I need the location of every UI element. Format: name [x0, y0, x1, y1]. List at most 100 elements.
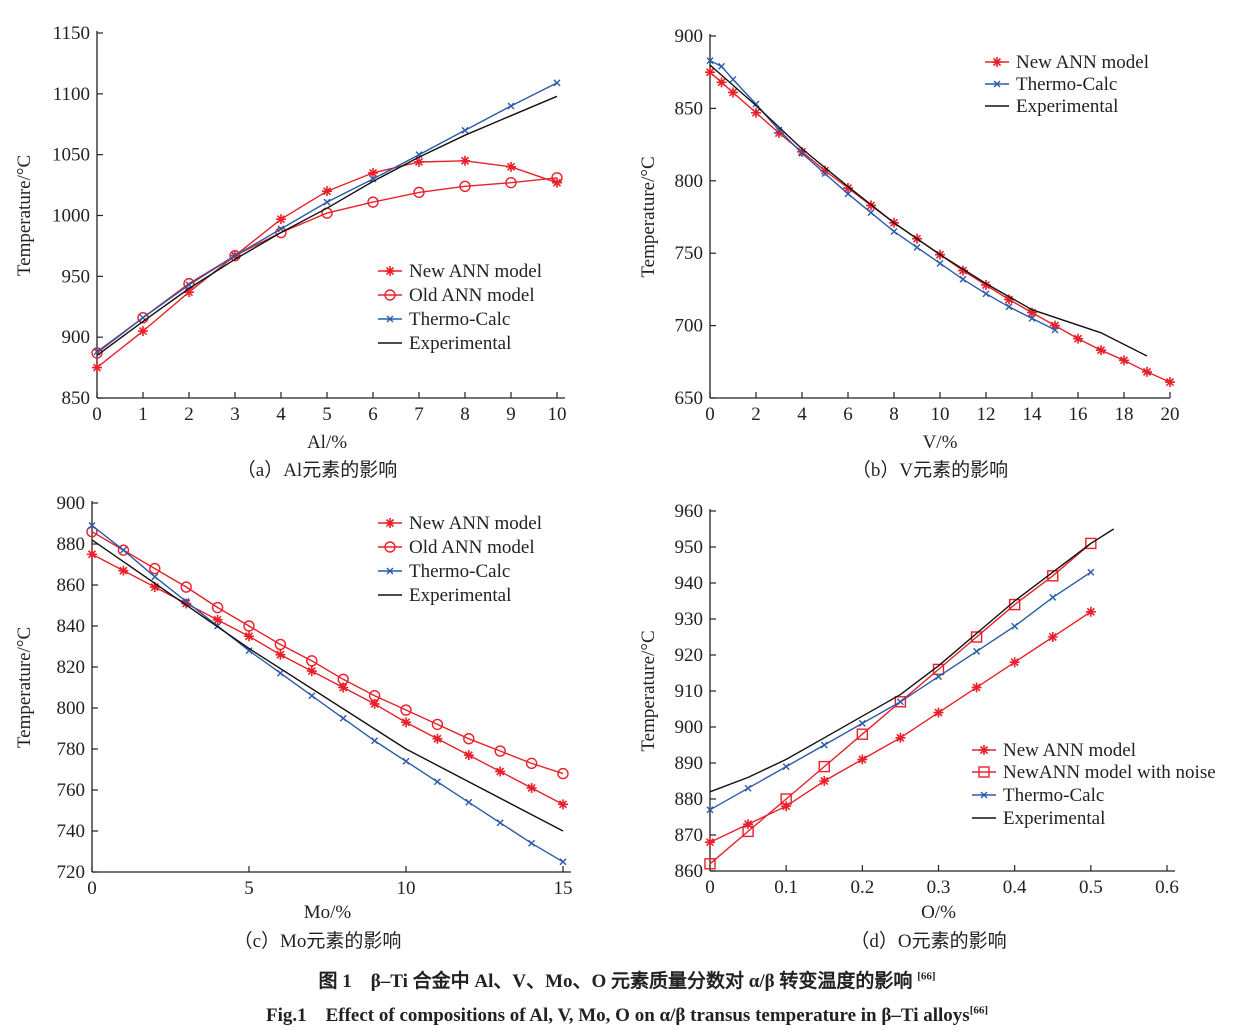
series-thermo-calc: [706, 57, 1059, 334]
series-line: [96, 95, 558, 356]
data-point: [1049, 593, 1057, 601]
data-point: [400, 704, 412, 716]
legend-marker: [979, 745, 989, 755]
data-point: [369, 698, 380, 709]
y-tick-label: 800: [57, 698, 86, 719]
legend-label: Thermo-Calc: [409, 309, 510, 330]
data-point: [138, 326, 148, 337]
y-tick-label: 880: [57, 534, 86, 555]
data-point: [706, 57, 714, 65]
data-point: [913, 243, 921, 251]
data-point: [118, 565, 129, 576]
series-experimental: [96, 95, 558, 356]
y-axis-label: Temperature/°C: [638, 630, 659, 751]
data-point: [92, 362, 102, 373]
y-tick-label: 900: [675, 717, 704, 738]
y-tick-label: 740: [57, 821, 86, 842]
series-line: [709, 64, 1148, 357]
data-point: [1142, 366, 1152, 377]
data-point: [180, 581, 192, 593]
legend-label: New ANN model: [1016, 52, 1149, 73]
data-point: [774, 128, 784, 139]
data-point: [728, 87, 738, 98]
data-point: [890, 227, 898, 235]
data-point: [494, 745, 506, 757]
data-point: [431, 718, 444, 731]
y-tick-label: 720: [57, 862, 86, 883]
data-point: [528, 839, 536, 847]
y-tick-label: 900: [62, 327, 91, 348]
data-point: [119, 546, 127, 554]
y-tick-label: 840: [57, 616, 86, 637]
y-tick-label: 930: [675, 609, 704, 630]
data-point: [338, 682, 349, 693]
data-point: [1165, 377, 1175, 388]
legend-marker: [993, 80, 1001, 88]
x-tick-label: 20: [1161, 404, 1180, 425]
y-tick-label: 1150: [53, 23, 90, 44]
data-point: [971, 682, 982, 693]
data-point: [212, 614, 223, 625]
y-tick-label: 880: [675, 789, 704, 810]
x-tick-label: 1: [138, 404, 148, 425]
legend-label: Old ANN model: [409, 537, 535, 558]
data-point: [461, 126, 469, 134]
data-point: [705, 67, 715, 78]
legend-marker: [386, 567, 394, 575]
legend-marker: [385, 518, 395, 528]
legend-marker: [384, 289, 396, 301]
data-point: [465, 798, 473, 806]
data-point: [117, 544, 130, 556]
legend-label: New ANN model: [1003, 740, 1136, 761]
data-point: [858, 719, 866, 727]
data-point: [559, 858, 567, 866]
series-experimental: [91, 539, 564, 832]
legend-label: Experimental: [1003, 808, 1105, 829]
legend-label: Thermo-Calc: [1016, 74, 1117, 95]
x-tick-label: 12: [977, 404, 996, 425]
x-tick-label: 0: [92, 404, 102, 425]
data-point: [558, 799, 568, 810]
data-point: [716, 77, 727, 88]
x-tick-label: 0.4: [1003, 877, 1027, 898]
data-point: [819, 776, 830, 786]
panel-subtitle: （b）V元素的影响: [852, 459, 1008, 481]
caption-en-text: Fig.1 Effect of compositions of Al, V, M…: [265, 1005, 970, 1026]
data-point: [752, 100, 760, 108]
x-tick-label: 10: [931, 404, 950, 425]
data-point: [414, 156, 424, 167]
x-tick-label: 0.3: [927, 877, 951, 898]
legend-label: New ANN model: [409, 513, 542, 534]
data-point: [1050, 320, 1060, 331]
legend-label: Experimental: [409, 333, 511, 354]
data-point: [507, 102, 515, 110]
data-point: [339, 714, 347, 722]
data-point: [981, 280, 991, 291]
data-point: [401, 717, 411, 728]
data-point: [856, 728, 869, 740]
data-point: [506, 161, 516, 172]
data-point: [1009, 657, 1020, 668]
x-tick-label: 5: [244, 878, 254, 899]
x-tick-label: 18: [1115, 404, 1134, 425]
x-axis-label: Al/%: [307, 432, 347, 453]
data-point: [867, 209, 875, 217]
data-point: [274, 638, 287, 651]
y-tick-label: 960: [675, 501, 704, 522]
data-point: [821, 170, 829, 178]
series-line: [91, 553, 564, 806]
series-experimental: [709, 528, 1115, 793]
series-new-ann-model: [92, 155, 562, 373]
x-tick-label: 2: [751, 404, 761, 425]
data-point: [323, 198, 331, 206]
data-point: [935, 673, 942, 681]
chart-panel-a: 0 1 2 3 4 5 6 7 8 9 10 850 900 950 1000 1050 1100 1150 Al/…: [14, 23, 567, 481]
data-point: [276, 669, 284, 677]
data-point: [820, 165, 830, 176]
series-old-ann-model: [91, 172, 563, 359]
data-point: [1047, 632, 1058, 642]
data-point: [505, 176, 517, 189]
legend-label: Experimental: [409, 585, 511, 606]
legend-label: Old ANN model: [409, 285, 535, 306]
data-point: [973, 647, 981, 655]
